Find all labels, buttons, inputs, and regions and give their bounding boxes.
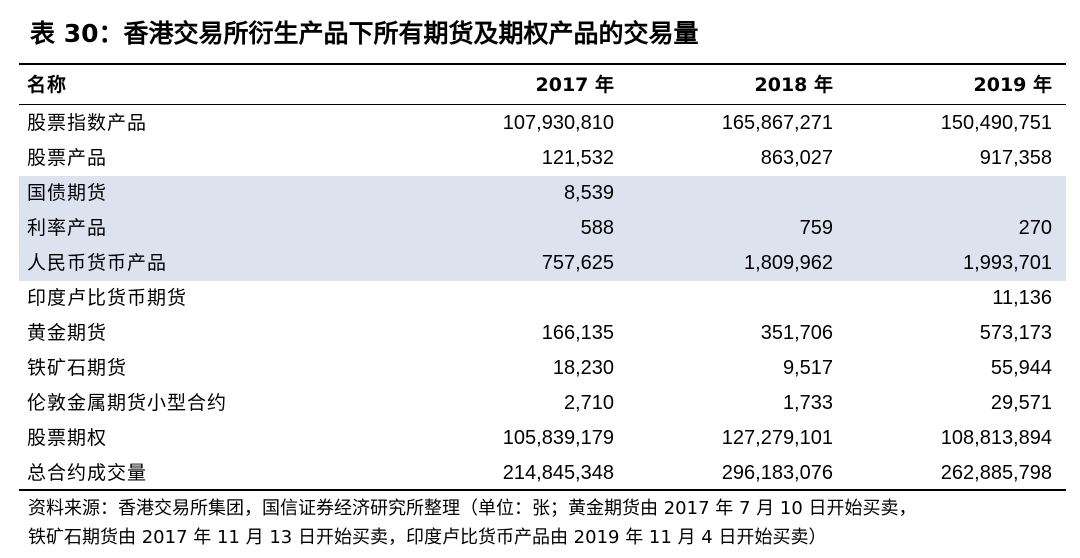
trading-volume-table: 名称 2017 年 2018 年 2019 年 股票指数产品 107,930,81… <box>19 67 1066 484</box>
table-row: 总合约成交量 214,845,348 296,183,076 262,885,798 <box>19 456 1066 491</box>
value-2017: 8,539 <box>563 182 614 204</box>
value-2018: 127,279,101 <box>721 427 833 449</box>
table-row: 股票期权 105,839,179 127,279,101 108,813,894 <box>19 421 1066 456</box>
bottom-rule <box>19 489 1066 491</box>
row-name: 总合约成交量 <box>27 462 148 484</box>
value-2019: 270 <box>1018 217 1052 239</box>
row-name: 国债期货 <box>27 182 108 204</box>
value-2018: 863,027 <box>760 147 833 169</box>
value-2018: 351,706 <box>760 322 833 344</box>
value-2018: 1,809,962 <box>744 252 833 274</box>
row-name: 铁矿石期货 <box>27 357 128 379</box>
table-row: 股票产品 121,532 863,027 917,358 <box>19 141 1066 176</box>
header-2018: 2018 年 <box>754 74 834 96</box>
value-2018: 9,517 <box>782 357 833 379</box>
header-2019: 2019 年 <box>973 74 1053 96</box>
table-row: 利率产品 588 759 270 <box>19 211 1066 246</box>
table-header-row: 名称 2017 年 2018 年 2019 年 <box>19 67 1066 104</box>
row-name: 股票期权 <box>27 427 108 449</box>
table-row: 伦敦金属期货小型合约 2,710 1,733 29,571 <box>19 386 1066 421</box>
table-row: 印度卢比货币期货 11,136 <box>19 281 1066 316</box>
value-2018: 759 <box>799 217 833 239</box>
row-name: 股票指数产品 <box>27 112 148 134</box>
header-name: 名称 <box>27 74 68 96</box>
value-2017: 214,845,348 <box>502 462 614 484</box>
value-2019: 150,490,751 <box>940 112 1052 134</box>
table-row: 人民币货币产品 757,625 1,809,962 1,993,701 <box>19 246 1066 281</box>
value-2019: 917,358 <box>979 147 1052 169</box>
value-2019: 1,993,701 <box>963 252 1052 274</box>
value-2017: 105,839,179 <box>502 427 614 449</box>
row-name: 股票产品 <box>27 147 108 169</box>
value-2019: 11,136 <box>992 287 1052 309</box>
row-name: 黄金期货 <box>27 322 108 344</box>
value-2017: 121,532 <box>541 147 614 169</box>
table-title: 表 30：香港交易所衍生产品下所有期货及期权产品的交易量 <box>30 19 699 48</box>
value-2017: 757,625 <box>541 252 614 274</box>
row-name: 人民币货币产品 <box>27 252 168 274</box>
value-2019: 55,944 <box>990 357 1052 379</box>
value-2019: 262,885,798 <box>940 462 1052 484</box>
table-row: 铁矿石期货 18,230 9,517 55,944 <box>19 351 1066 386</box>
table-body: 股票指数产品 107,930,810 165,867,271 150,490,751 股… <box>19 106 1066 491</box>
value-2017: 166,135 <box>541 322 614 344</box>
row-name: 伦敦金属期货小型合约 <box>27 392 228 414</box>
source-note: 资料来源：香港交易所集团，国信证券经济研究所整理（单位：张；黄金期货由 2017… <box>28 494 1068 552</box>
value-2019: 573,173 <box>979 322 1052 344</box>
row-name: 利率产品 <box>27 217 108 239</box>
value-2017: 588 <box>580 217 614 239</box>
source-note-line-2: 铁矿石期货由 2017 年 11 月 13 日开始买卖，印度卢比货币产品由 20… <box>28 527 827 548</box>
table-row: 黄金期货 166,135 351,706 573,173 <box>19 316 1066 351</box>
value-2018: 1,733 <box>782 392 833 414</box>
row-name: 印度卢比货币期货 <box>27 287 188 309</box>
value-2018: 165,867,271 <box>721 112 833 134</box>
value-2019: 108,813,894 <box>940 427 1052 449</box>
value-2018: 296,183,076 <box>721 462 833 484</box>
table-row: 国债期货 8,539 <box>19 176 1066 211</box>
header-2017: 2017 年 <box>535 74 615 96</box>
value-2019: 29,571 <box>990 392 1052 414</box>
top-rule <box>19 63 1066 65</box>
header-rule <box>19 104 1066 105</box>
source-note-line-1: 资料来源：香港交易所集团，国信证券经济研究所整理（单位：张；黄金期货由 2017… <box>28 498 917 519</box>
table-row: 股票指数产品 107,930,810 165,867,271 150,490,751 <box>19 106 1066 141</box>
value-2017: 2,710 <box>563 392 614 414</box>
value-2017: 107,930,810 <box>502 112 614 134</box>
value-2017: 18,230 <box>552 357 614 379</box>
